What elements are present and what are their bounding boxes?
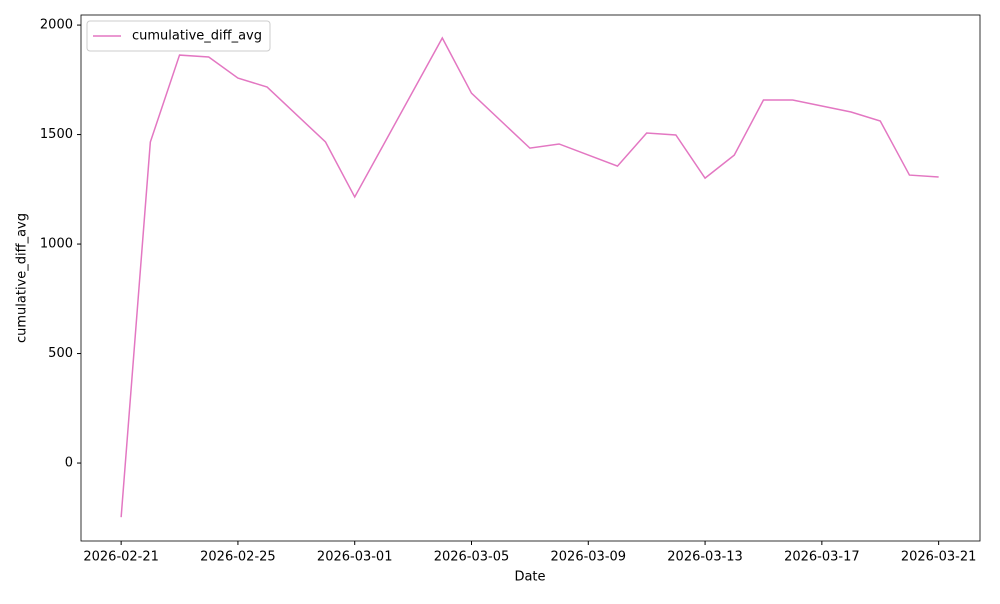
x-tick-label: 2026-03-13 xyxy=(667,550,743,565)
legend: cumulative_diff_avg xyxy=(86,20,271,52)
x-tick-label: 2026-03-09 xyxy=(551,550,627,565)
plot-frame xyxy=(80,14,981,542)
legend-box xyxy=(86,20,271,52)
line-series xyxy=(120,36,939,518)
y-tick-label: 2000 xyxy=(40,18,73,33)
y-axis-label: cumulative_diff_avg xyxy=(15,213,30,343)
x-tick-label: 2026-03-17 xyxy=(784,550,860,565)
x-axis-label: Date xyxy=(514,570,545,585)
y-tick-label: 1500 xyxy=(40,127,73,142)
x-tick-label: 2026-02-25 xyxy=(200,550,276,565)
y-tick-label: 500 xyxy=(48,346,73,361)
x-tick-label: 2026-03-01 xyxy=(317,550,393,565)
y-tick-label: 0 xyxy=(65,456,73,471)
x-tick-label: 2026-03-21 xyxy=(901,550,977,565)
x-tick-label: 2026-03-05 xyxy=(434,550,510,565)
y-tick-label: 1000 xyxy=(40,237,73,252)
x-tick-label: 2026-02-21 xyxy=(83,550,159,565)
legend-label: cumulative_diff_avg xyxy=(132,29,262,44)
